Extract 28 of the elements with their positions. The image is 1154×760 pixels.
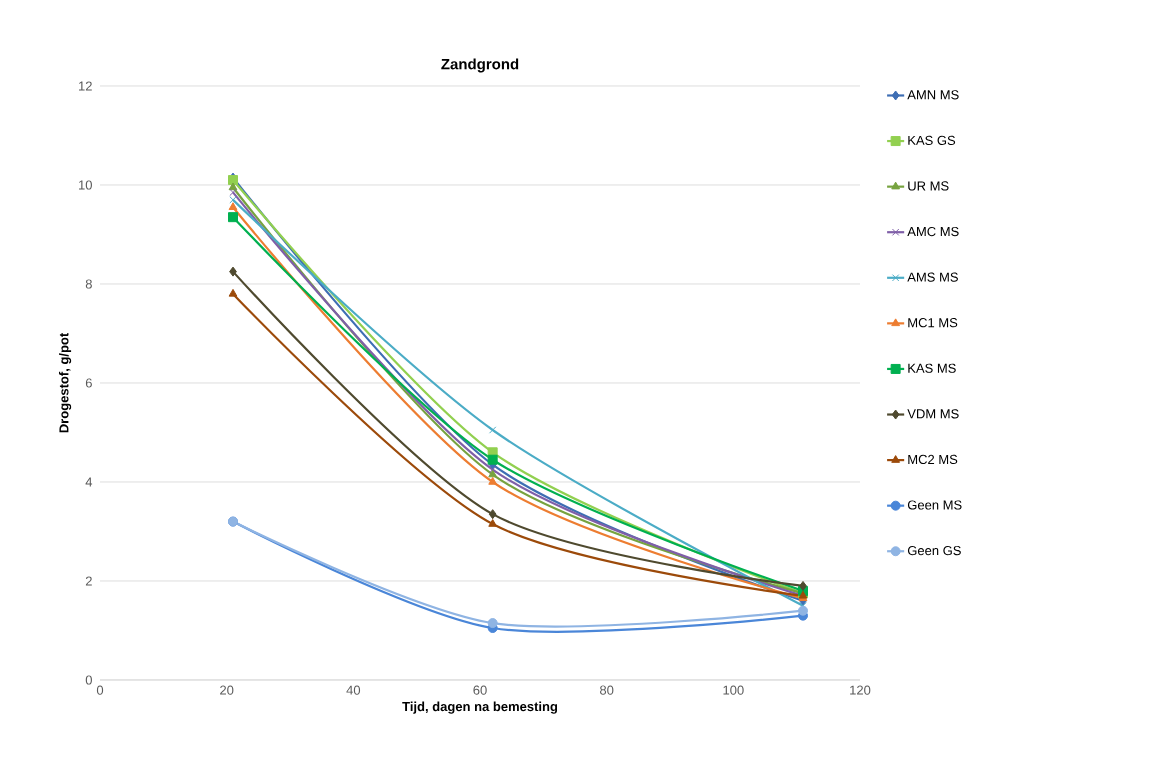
y-tick-label: 8 (85, 279, 92, 289)
y-tick-label: 6 (85, 378, 92, 388)
legend-label: VDM MS (907, 409, 959, 419)
chart-title: Zandgrond (441, 58, 519, 73)
legend-label: MC2 MS (908, 454, 958, 465)
x-tick-label: 100 (723, 685, 744, 695)
legend-label: MC1 MS (908, 318, 958, 328)
y-tick-label: 12 (79, 81, 92, 91)
y-tick-label: 2 (85, 576, 92, 586)
x-tick-label: 60 (473, 685, 487, 695)
y-axis-title: Drogestof, g/pot (58, 332, 72, 433)
y-tick-label: 4 (85, 477, 93, 487)
legend-label: AMS MS (907, 272, 958, 282)
legend-label: KAS MS (908, 363, 956, 373)
legend-label: KAS GS (908, 135, 956, 145)
x-axis-title: Tijd, dagen na bemesting (402, 701, 558, 714)
y-tick-label: 10 (79, 180, 92, 190)
legend-label: AMC MS (907, 226, 959, 237)
x-tick-label: 20 (220, 685, 234, 695)
x-tick-label: 120 (850, 685, 871, 695)
x-tick-label: 40 (346, 685, 361, 695)
legend-label: UR MS (908, 181, 949, 191)
y-tick-label: 0 (85, 675, 92, 685)
legend-label: Geen MS (907, 500, 962, 510)
legend-label: Geen GS (907, 545, 961, 556)
legend-label: AMN MS (907, 90, 959, 100)
x-tick-label: 80 (600, 685, 614, 695)
x-tick-label: 0 (96, 685, 104, 695)
